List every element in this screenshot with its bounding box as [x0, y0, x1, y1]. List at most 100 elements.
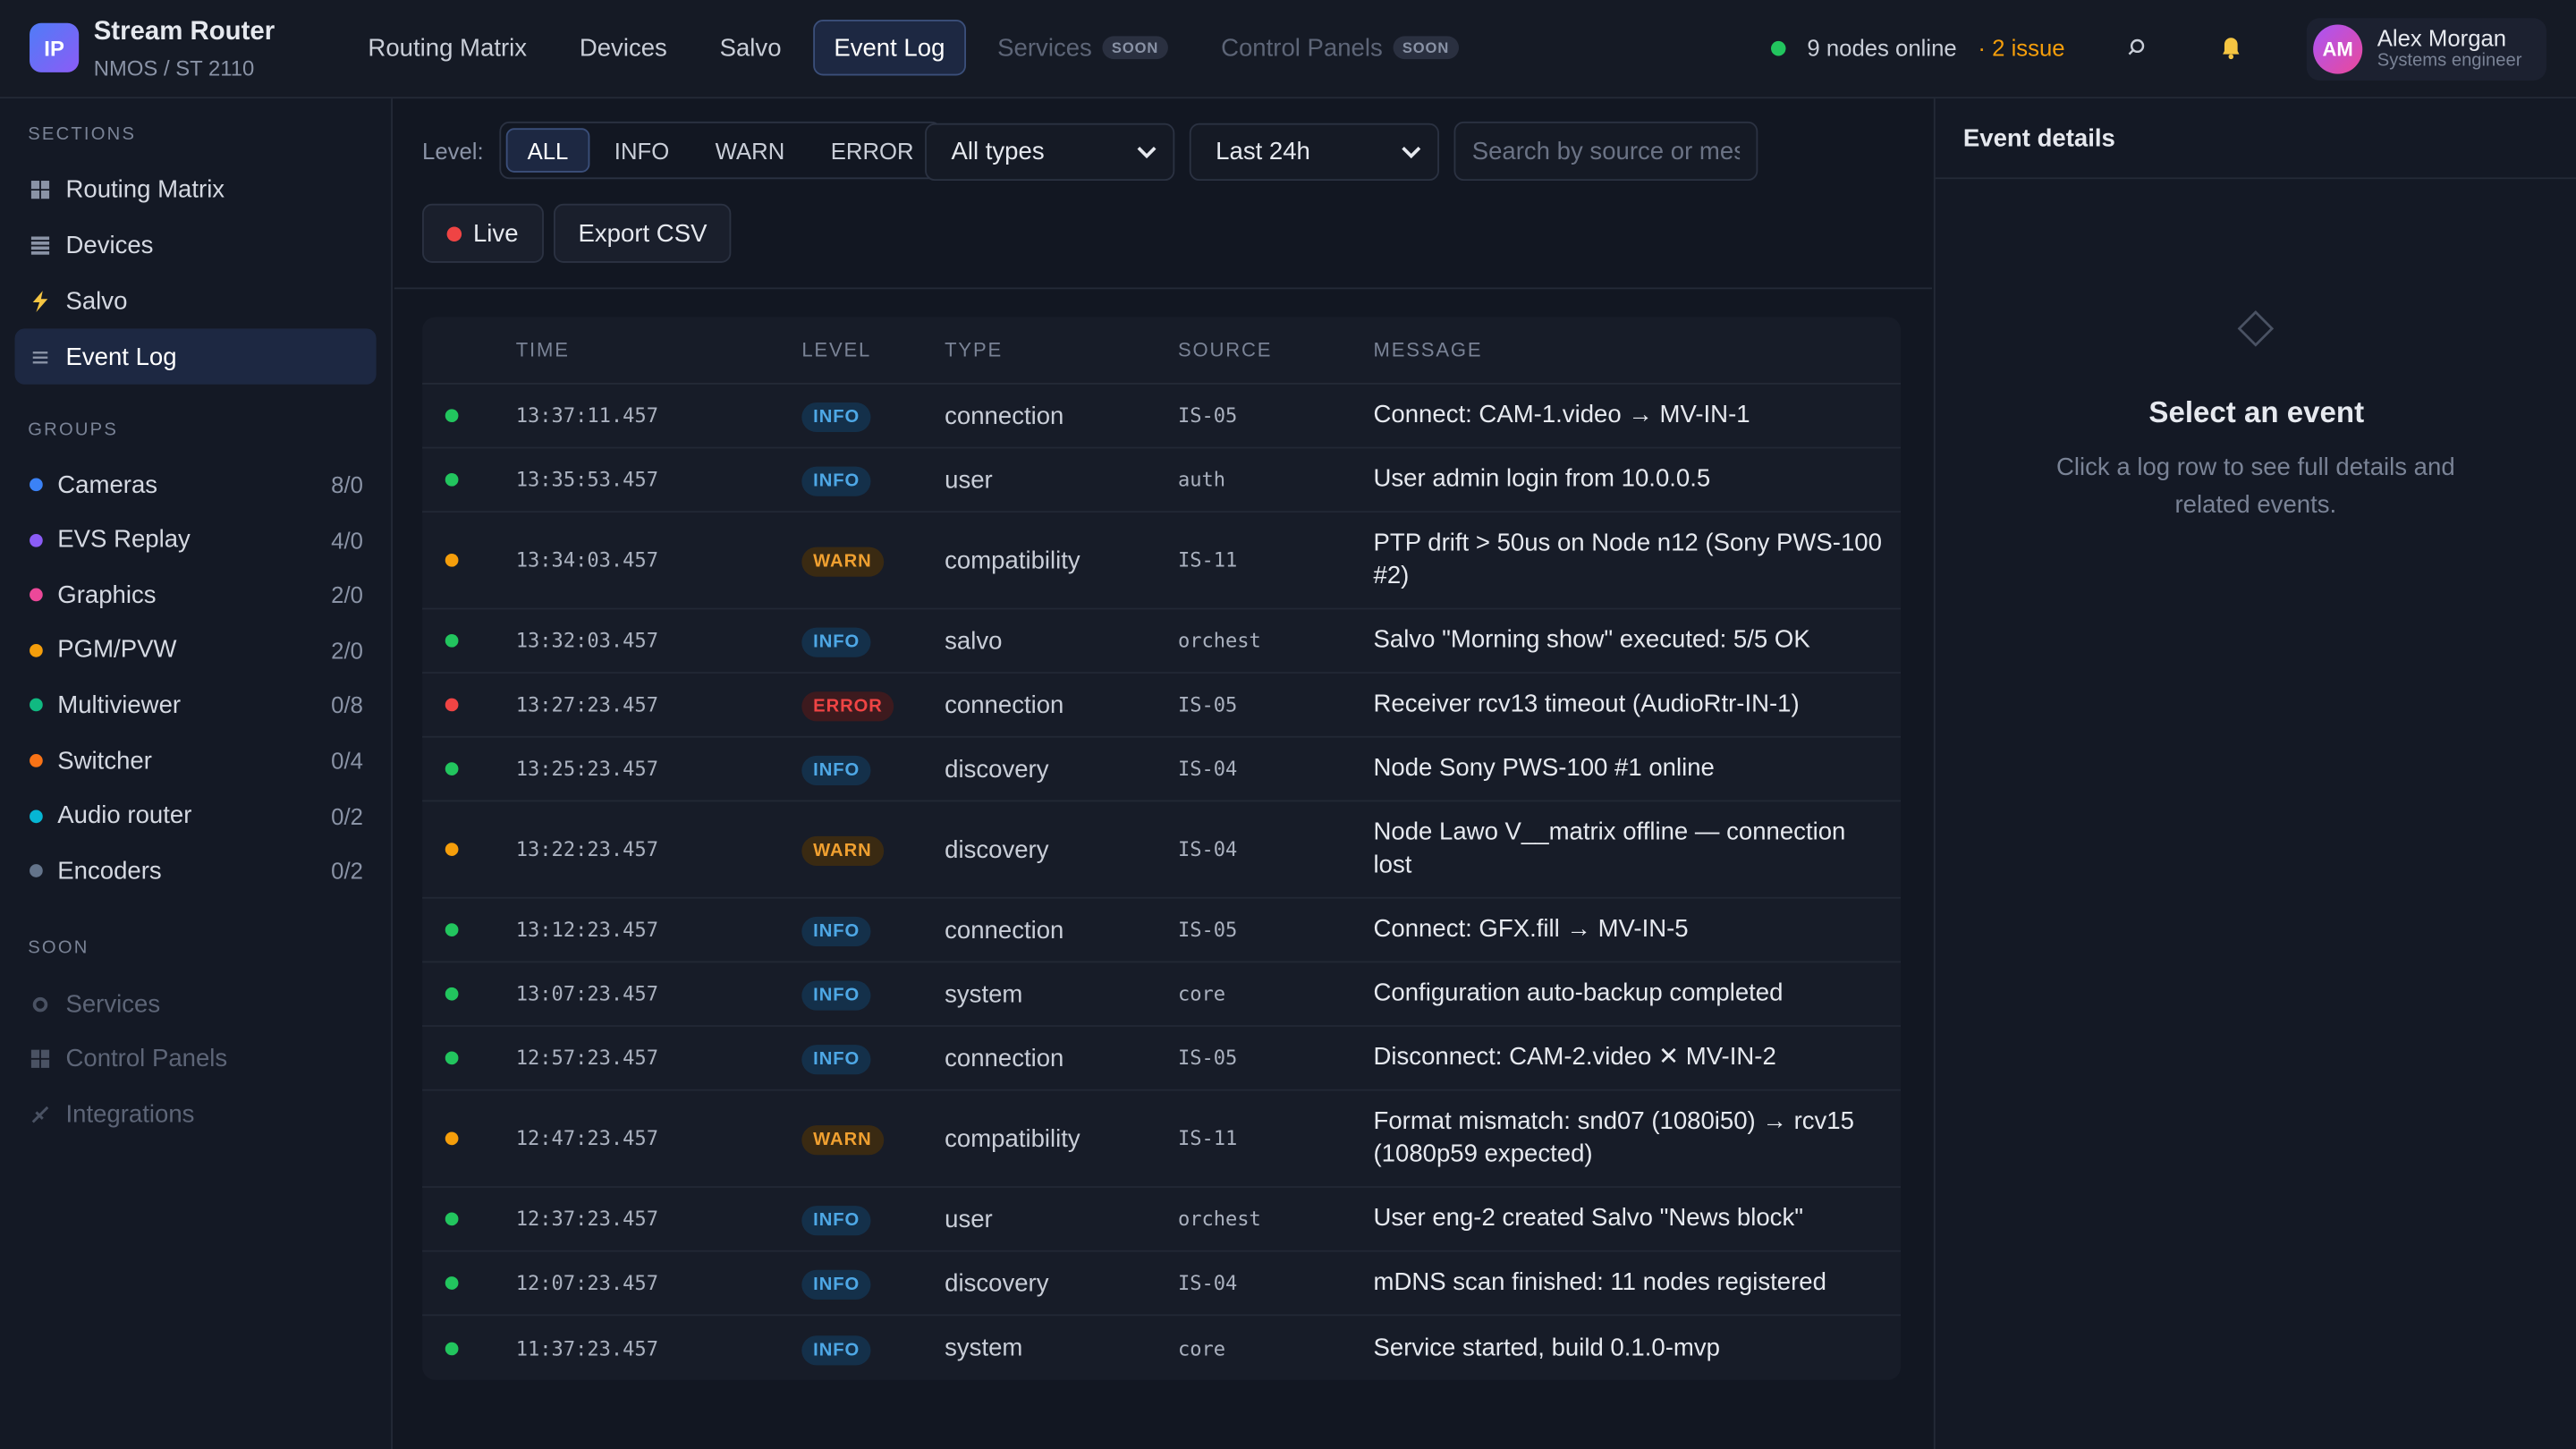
live-button[interactable]: Live — [422, 203, 544, 263]
nav-item[interactable]: Event Log — [812, 20, 967, 76]
log-row[interactable]: 13:07:23.457 INFO system core Configuration … — [422, 962, 1902, 1027]
time-select[interactable]: Last 24h — [1189, 123, 1439, 182]
message: Salvo "Morning show" executed: 5/5 OK — [1373, 625, 1810, 655]
sidebar-label: Devices — [65, 231, 154, 259]
source: orchest — [1177, 1208, 1261, 1231]
source: IS-04 — [1177, 837, 1238, 861]
message: Format mismatch: snd07 (1080i50) → rcv15… — [1373, 1106, 1854, 1168]
type: connection — [945, 1044, 1064, 1072]
source: orchest — [1177, 629, 1261, 653]
log-row[interactable]: 13:35:53.457 INFO user auth User admin login… — [422, 448, 1902, 513]
group-item[interactable]: Encoders 0/2 — [15, 843, 377, 899]
badge: SOON — [1101, 36, 1169, 60]
sidebar-item[interactable]: Routing Matrix — [15, 161, 377, 216]
icon — [30, 235, 50, 254]
group-item[interactable]: Multiviewer 0/8 — [15, 677, 377, 733]
message: mDNS scan finished: 11 nodes registered — [1373, 1267, 1826, 1297]
level-badge: ERROR — [801, 691, 894, 722]
message: Service started, build 0.1.0-mvp — [1373, 1333, 1720, 1361]
group-dot — [30, 478, 43, 492]
time: 13:22:23.457 — [515, 837, 658, 861]
group-item[interactable]: Cameras 8/0 — [15, 457, 377, 513]
level-badge: INFO — [801, 466, 871, 496]
message: Disconnect: CAM-2.video ✕ MV-IN-2 — [1373, 1043, 1776, 1072]
sidebar-item[interactable]: Devices — [15, 216, 377, 272]
message: Node Sony PWS-100 #1 online — [1373, 754, 1715, 783]
level-cell: WARN — [801, 546, 884, 577]
status-dot — [445, 633, 459, 648]
group-name: Graphics — [57, 580, 157, 609]
source: core — [1177, 1336, 1226, 1360]
log-row[interactable]: 13:25:23.457 INFO discovery IS-04 Node Sony … — [422, 738, 1902, 802]
message: User admin login from 10.0.0.5 — [1373, 464, 1711, 494]
search-input[interactable] — [1453, 121, 1758, 182]
group-name: Encoders — [57, 857, 162, 886]
status-dot — [445, 762, 459, 775]
log-row[interactable]: 13:32:03.457 INFO salvo orchest Salvo "Morni… — [422, 609, 1902, 674]
status-dot — [445, 843, 459, 856]
level-badge: WARN — [801, 547, 884, 577]
level-button[interactable]: WARN — [715, 137, 785, 164]
group-count: 4/0 — [331, 526, 363, 554]
level-button[interactable]: ALL — [505, 128, 590, 173]
level-badge: INFO — [801, 755, 871, 785]
user-card[interactable]: AM Alex Morgan Systems engineer — [2306, 18, 2546, 81]
section-heading: SECTIONS — [28, 124, 137, 145]
status-dot — [445, 409, 459, 423]
source: IS-04 — [1177, 1271, 1238, 1295]
app-subtitle: NMOS / ST 2110 — [93, 55, 255, 81]
log-row[interactable]: 12:37:23.457 INFO user orchest User eng-2 cr… — [422, 1188, 1902, 1252]
nav-item[interactable]: Devices — [558, 20, 689, 75]
type-select[interactable]: All types — [925, 123, 1175, 182]
search-icon[interactable] — [2123, 36, 2148, 62]
message: Configuration auto-backup completed — [1373, 979, 1784, 1007]
log-row[interactable]: 13:12:23.457 INFO connection IS-05 Connect: … — [422, 899, 1902, 963]
nav-item[interactable]: Routing Matrix — [347, 20, 548, 75]
level-button[interactable]: INFO — [614, 137, 670, 164]
log-row[interactable]: 12:07:23.457 INFO discovery IS-04 mDNS scan … — [422, 1252, 1902, 1317]
status-dot — [445, 1051, 459, 1065]
group-dot — [30, 809, 43, 823]
message: Connect: GFX.fill → MV-IN-5 — [1373, 915, 1689, 944]
level-badge: WARN — [801, 835, 884, 866]
group-item[interactable]: EVS Replay 4/0 — [15, 512, 377, 567]
group-item[interactable]: PGM/PVW 2/0 — [15, 623, 377, 678]
status-dot — [445, 1131, 459, 1146]
log-row[interactable]: 13:37:11.457 INFO connection IS-05 Connect: … — [422, 385, 1902, 449]
log-row[interactable]: 12:47:23.457 WARN compatibility IS-11 Format… — [422, 1091, 1902, 1188]
app-name: Stream Router — [93, 18, 275, 47]
log-row[interactable]: 13:27:23.457 ERROR connection IS-05 Receiver… — [422, 674, 1902, 738]
issues[interactable]: · 2 issue — [1978, 34, 2065, 61]
bell-icon[interactable] — [2218, 35, 2244, 61]
user-name: Alex Morgan — [2377, 24, 2507, 51]
log-row[interactable]: 13:22:23.457 WARN discovery IS-04 Node Lawo … — [422, 801, 1902, 899]
nav-label: Salvo — [719, 33, 782, 62]
group-item[interactable]: Audio router 0/2 — [15, 788, 377, 843]
group-item[interactable]: Graphics 2/0 — [15, 567, 377, 623]
log-row[interactable]: 13:34:03.457 WARN compatibility IS-11 PTP dr… — [422, 513, 1902, 610]
source: auth — [1177, 468, 1226, 492]
time: 11:37:23.457 — [515, 1336, 658, 1360]
icon — [32, 351, 48, 363]
level-label: Level: — [422, 138, 484, 165]
level-cell: ERROR — [801, 690, 894, 722]
level-badge: WARN — [801, 1125, 884, 1156]
time: 13:07:23.457 — [515, 982, 658, 1006]
log-row[interactable]: 12:57:23.457 INFO connection IS-05 Disconnec… — [422, 1027, 1902, 1091]
type: discovery — [945, 835, 1049, 864]
level-button[interactable]: ERROR — [830, 137, 914, 164]
sidebar-item[interactable]: Event Log — [14, 328, 377, 385]
type: connection — [945, 402, 1064, 430]
button-text: Export CSV — [578, 219, 708, 248]
nav-item[interactable]: Salvo — [699, 20, 803, 75]
header: IP Stream Router NMOS / ST 2110 Routing … — [0, 0, 2576, 99]
column-header: TYPE — [945, 338, 1004, 362]
log-row[interactable]: 11:37:23.457 INFO system core Service starte… — [422, 1316, 1901, 1380]
level-badge: INFO — [801, 402, 871, 433]
nav-item[interactable]: Control Panels SOON — [1199, 20, 1480, 75]
sidebar-item[interactable]: Salvo — [15, 273, 377, 328]
group-item[interactable]: Switcher 0/4 — [15, 733, 377, 788]
export-button[interactable]: Export CSV — [553, 203, 733, 263]
nav-item[interactable]: Services SOON — [976, 20, 1190, 75]
icon — [32, 290, 48, 312]
